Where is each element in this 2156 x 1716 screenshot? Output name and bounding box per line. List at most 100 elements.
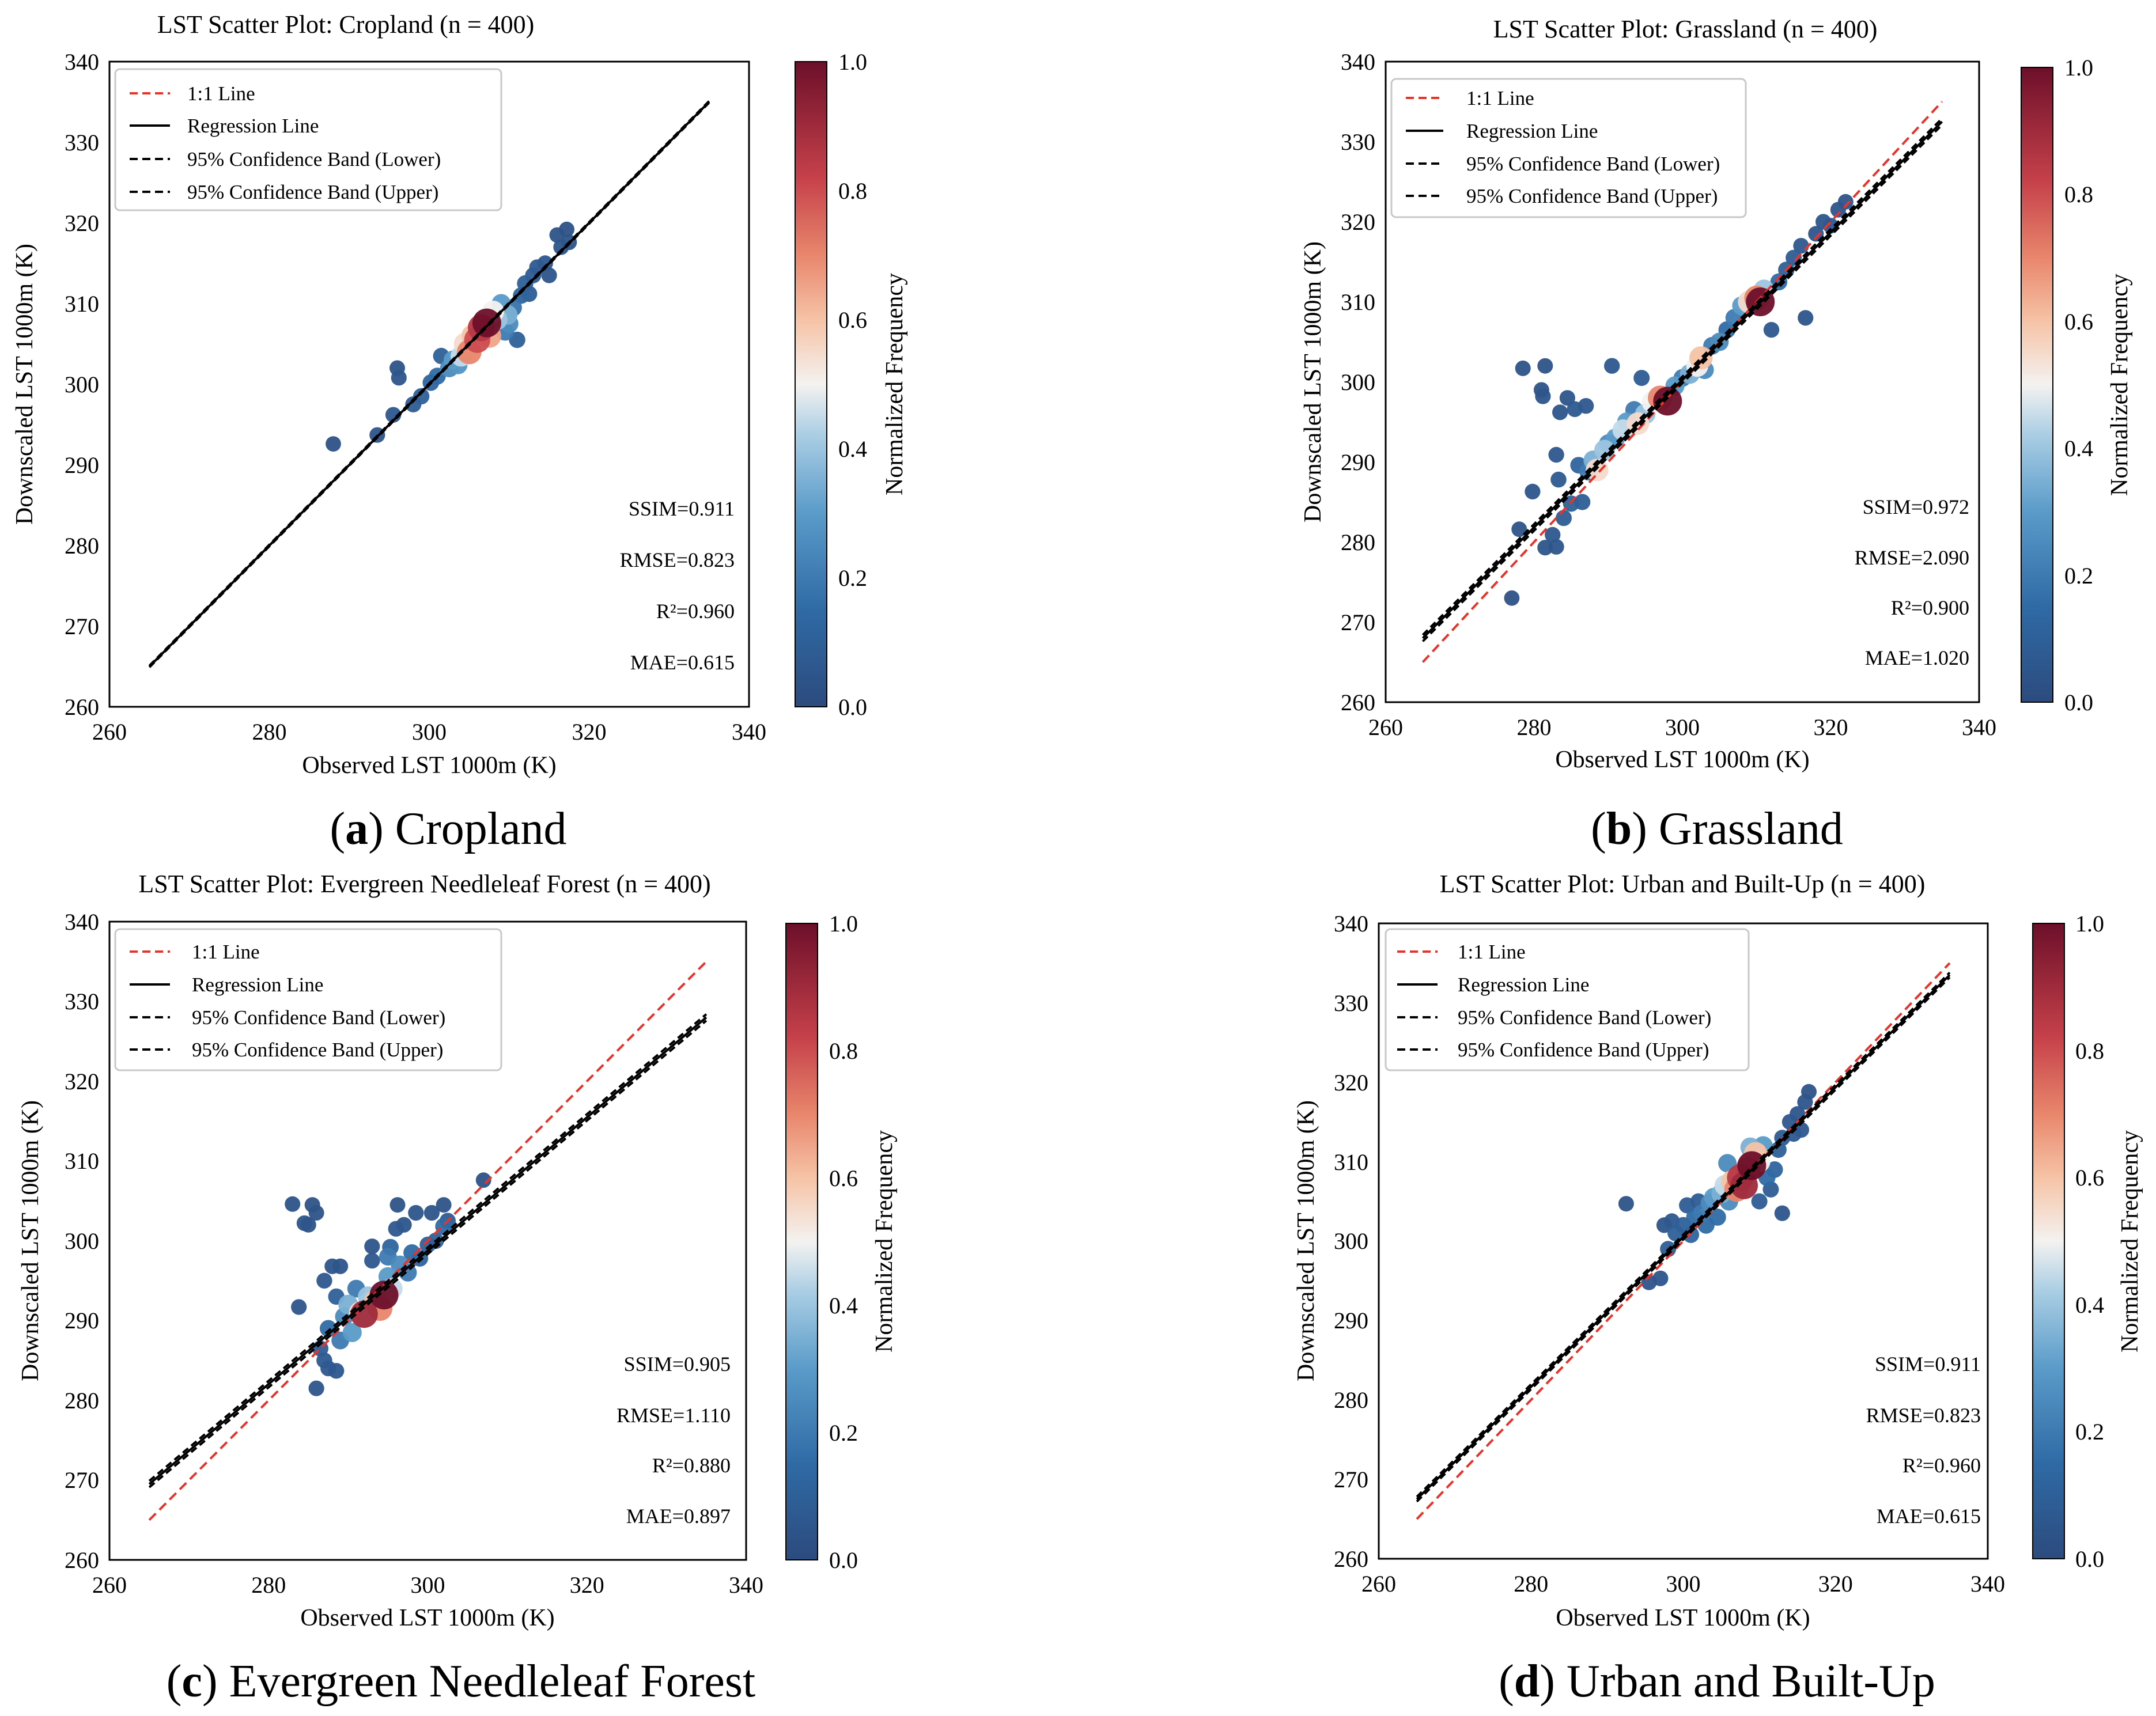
panel-d-legend-box <box>1385 928 1750 1071</box>
panel-d-cbar-tick-4: 0.8 <box>2075 1038 2104 1064</box>
panel-d-caption: (d) Urban and Built-Up <box>1499 1656 1935 1707</box>
panel-a-ytick-270: 270 <box>65 613 99 639</box>
panel-a-legend-identity: 1:1 Line <box>187 82 255 105</box>
panel-a-caption-letter: a <box>345 804 368 854</box>
panel-a-cbar-tick-4: 0.8 <box>838 178 867 204</box>
panel-a: LST Scatter Plot: Cropland (n = 400) 340… <box>12 10 908 854</box>
panel-a-xtick-280: 280 <box>252 719 287 745</box>
panel-b-ytick-290: 290 <box>1341 449 1375 475</box>
panel-b-xtick-280: 280 <box>1517 714 1552 740</box>
panel-a-xlabel: Observed LST 1000m (K) <box>302 752 556 779</box>
panel-b-xtick-300: 300 <box>1665 714 1700 740</box>
panel-d-identity-line <box>1416 962 1951 1520</box>
panel-b-title: LST Scatter Plot: Grassland (n = 400) <box>1493 15 1878 43</box>
panel-a-point-6 <box>391 370 407 386</box>
panel-c-point-7 <box>291 1299 307 1315</box>
panel-c-point-6 <box>436 1197 452 1213</box>
panel-d-ytick-300: 300 <box>1334 1228 1368 1254</box>
panel-c-point-8 <box>296 1215 313 1232</box>
panel-d-caption-letter: d <box>1514 1656 1540 1707</box>
panel-b-ytick-260: 260 <box>1341 690 1375 715</box>
panel-b-marks <box>1421 101 1943 663</box>
panel-c-xtick-300: 300 <box>411 1572 445 1598</box>
panel-c-cbar-tick-2: 0.4 <box>829 1293 858 1319</box>
panel-a-legend-upper: 95% Confidence Band (Upper) <box>187 181 438 203</box>
panel-d-plot-frame <box>1378 922 1989 1560</box>
panel-b-caption-letter: b <box>1606 804 1632 854</box>
panel-d-colorbar-label: Normalized Frequency <box>2117 1130 2143 1353</box>
panel-b-cbar-tick-4: 0.8 <box>2064 181 2093 207</box>
panel-b-metric-rmse: RMSE=2.090 <box>1855 546 1969 569</box>
panel-c-legend: 1:1 Line Regression Line 95% Confidence … <box>114 928 502 1071</box>
panel-d-xtick-280: 280 <box>1514 1571 1548 1597</box>
panel-d-cbar-tick-3: 0.6 <box>2075 1165 2104 1191</box>
panel-d-point-3 <box>1652 1270 1669 1286</box>
panel-b-point-13 <box>1808 226 1824 242</box>
panel-d-point-7 <box>1797 1094 1813 1110</box>
panel-c-xtick-260: 260 <box>92 1572 127 1598</box>
panel-b-cbar-tick-5: 1.0 <box>2064 55 2093 81</box>
panel-c-ytick-290: 290 <box>65 1308 99 1334</box>
panel-a-ylabel: Downscaled LST 1000m (K) <box>12 244 38 525</box>
panel-a-ytick-330: 330 <box>65 130 99 156</box>
panel-b-point-54 <box>1586 459 1609 482</box>
panel-c-ylabel: Downscaled LST 1000m (K) <box>17 1100 44 1381</box>
panel-c-point-20 <box>388 1221 404 1237</box>
panel-c-ytick-270: 270 <box>65 1467 99 1493</box>
panel-a-legend: 1:1 Line Regression Line 95% Confidence … <box>114 68 502 211</box>
panel-d-ytick-340: 340 <box>1334 911 1368 937</box>
panel-d-legend-upper: 95% Confidence Band (Upper) <box>1458 1039 1709 1061</box>
panel-a-colorbar-gradient <box>795 61 827 707</box>
panel-c: LST Scatter Plot: Evergreen Needleleaf F… <box>17 870 898 1707</box>
panel-c-ytick-330: 330 <box>65 988 99 1014</box>
panel-d-ytick-330: 330 <box>1334 990 1368 1016</box>
panel-c-legend-lower: 95% Confidence Band (Lower) <box>192 1006 445 1029</box>
panel-c-regression-line <box>148 1016 708 1485</box>
panel-b-ytick-280: 280 <box>1341 529 1375 555</box>
panel-d-caption-text: Urban and Built-Up <box>1567 1656 1935 1707</box>
panel-c-point-47 <box>369 1281 399 1310</box>
panel-b-cbar-tick-1: 0.2 <box>2064 563 2093 589</box>
panel-c-legend-regression: Regression Line <box>192 973 323 996</box>
panel-a-point-20 <box>513 287 529 304</box>
panel-b-colorbar-label: Normalized Frequency <box>2106 274 2133 496</box>
panel-c-caption: (c) Evergreen Needleleaf Forest <box>167 1656 755 1707</box>
panel-b-point-9 <box>1548 539 1564 555</box>
panel-d-cbar-tick-5: 1.0 <box>2075 911 2104 937</box>
panel-d-confidence-lower <box>1416 976 1951 1503</box>
panel-a-ytick-340: 340 <box>65 49 99 75</box>
panel-c-xtick-280: 280 <box>251 1572 286 1598</box>
panel-c-point-15 <box>423 1204 440 1221</box>
panel-c-colorbar-gradient <box>785 923 818 1560</box>
panel-c-point-0 <box>475 1172 491 1188</box>
panel-c-caption-letter: c <box>181 1656 202 1707</box>
panel-c-caption-text: Evergreen Needleleaf Forest <box>229 1656 756 1707</box>
panel-d-colorbar-gradient <box>2032 923 2065 1559</box>
panel-a-metric-r2: R²=0.960 <box>656 600 735 623</box>
panel-a-colorbar-label: Normalized Frequency <box>882 273 908 495</box>
panel-b-metric-r2: R²=0.900 <box>1891 596 1969 619</box>
panel-b-cbar-tick-2: 0.4 <box>2064 435 2093 461</box>
panel-c-point-16 <box>316 1272 332 1289</box>
panel-c-confidence-upper <box>148 1013 708 1482</box>
panel-b-point-19 <box>1604 358 1620 374</box>
panel-d-legend-lower: 95% Confidence Band (Lower) <box>1458 1006 1711 1029</box>
panel-d-ytick-260: 260 <box>1334 1546 1368 1572</box>
panel-a-cbar-tick-0: 0.0 <box>838 694 867 720</box>
panel-b-point-24 <box>1567 401 1583 418</box>
panel-d-regression-line <box>1416 974 1951 1501</box>
panel-b-confidence-upper <box>1421 118 1943 636</box>
panel-a-ytick-280: 280 <box>65 533 99 559</box>
panel-b-legend-upper: 95% Confidence Band (Upper) <box>1466 185 1718 207</box>
panel-b-point-25 <box>1556 510 1572 526</box>
panel-d-point-20 <box>1770 1141 1787 1158</box>
panel-b-point-16 <box>1545 526 1561 543</box>
panel-a-point-15 <box>413 388 430 405</box>
panel-b-xtick-320: 320 <box>1814 714 1848 740</box>
panel-d-xtick-260: 260 <box>1361 1571 1396 1597</box>
panel-b-ylabel: Downscaled LST 1000m (K) <box>1300 241 1326 522</box>
panel-b-legend-box <box>1390 78 1747 218</box>
panel-b-point-0 <box>1504 590 1520 606</box>
panel-a-metric-ssim: SSIM=0.911 <box>629 497 735 520</box>
panel-b-metric-mae: MAE=1.020 <box>1865 646 1969 669</box>
